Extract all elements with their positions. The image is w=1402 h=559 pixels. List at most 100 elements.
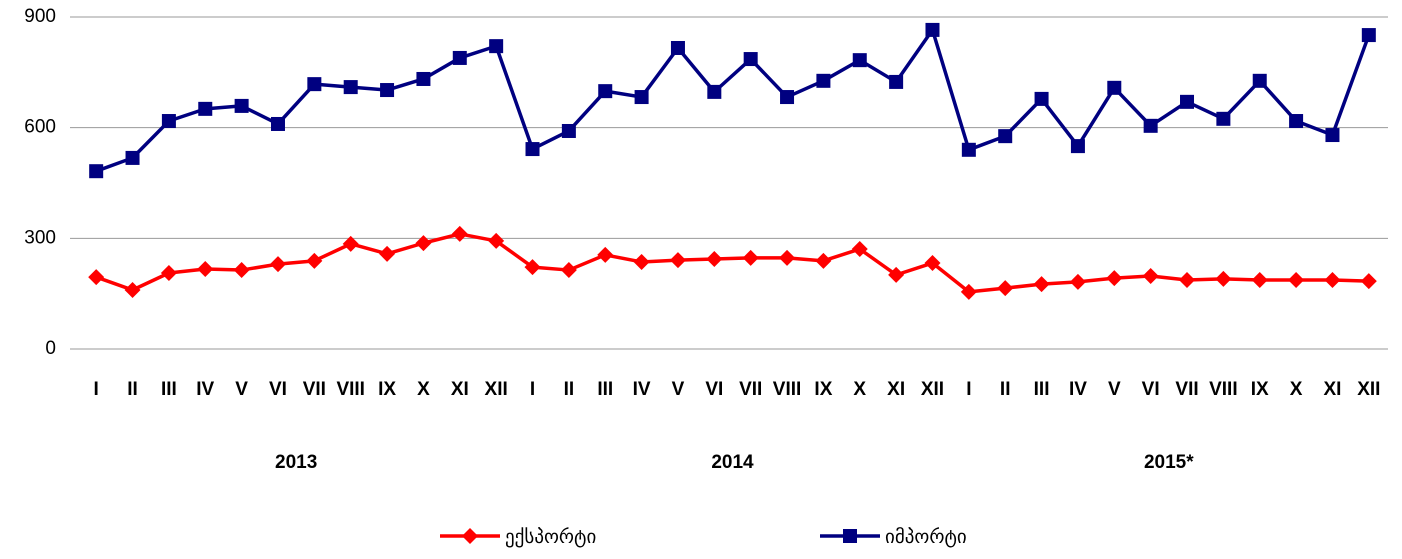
marker <box>307 77 322 92</box>
x-tick-label: III <box>161 379 177 400</box>
marker <box>851 241 868 258</box>
marker <box>161 114 176 129</box>
x-tick-label: VII <box>739 379 762 400</box>
x-tick-label: II <box>564 379 575 400</box>
marker <box>816 73 831 88</box>
group-label: 2014 <box>711 452 754 473</box>
legend-label: იმპორტი <box>885 527 967 548</box>
marker <box>997 280 1014 297</box>
x-tick-label: X <box>1290 379 1303 400</box>
marker <box>234 98 249 113</box>
marker <box>270 116 285 131</box>
x-tick-label: III <box>597 379 613 400</box>
marker <box>889 74 904 89</box>
marker <box>416 71 431 86</box>
series-line <box>95 232 1369 294</box>
x-tick-label: VI <box>705 379 723 400</box>
x-tick-label: IV <box>633 379 651 400</box>
marker <box>452 50 467 65</box>
marker <box>779 249 796 266</box>
marker <box>560 262 577 279</box>
marker <box>597 246 614 263</box>
marker <box>742 249 759 266</box>
marker <box>1289 114 1304 129</box>
marker <box>525 142 540 157</box>
x-tick-label: XII <box>921 379 944 400</box>
marker <box>1216 111 1231 126</box>
x-tick-label: II <box>1000 379 1011 400</box>
marker <box>1106 270 1123 287</box>
marker <box>852 53 867 68</box>
marker <box>462 528 478 544</box>
marker <box>780 90 795 105</box>
marker <box>1288 272 1305 289</box>
marker <box>342 235 359 252</box>
marker <box>124 281 141 298</box>
marker <box>197 260 214 277</box>
x-tick-label: XII <box>485 379 508 400</box>
marker <box>269 256 286 273</box>
marker <box>960 283 977 300</box>
x-tick-label: VI <box>269 379 287 400</box>
x-tick-label: VII <box>303 379 326 400</box>
marker <box>198 101 213 116</box>
marker <box>380 83 395 98</box>
marker <box>1180 94 1195 109</box>
marker <box>1252 73 1267 88</box>
x-tick-label: IX <box>1251 379 1269 400</box>
x-tick-label: VII <box>1175 379 1198 400</box>
marker <box>451 225 468 242</box>
legend-label: ექსპორტი <box>505 527 596 548</box>
x-tick-label: XII <box>1357 379 1380 400</box>
marker <box>669 252 686 269</box>
marker <box>160 265 177 282</box>
marker <box>1325 128 1340 143</box>
marker <box>233 262 250 279</box>
marker <box>1360 273 1377 290</box>
series-line <box>95 28 1371 173</box>
marker <box>561 123 576 138</box>
marker <box>1324 272 1341 289</box>
marker <box>1215 270 1232 287</box>
marker <box>1143 118 1158 133</box>
marker <box>1179 272 1196 289</box>
x-tick-label: I <box>530 379 535 400</box>
marker <box>1251 272 1268 289</box>
x-tick-label: V <box>1108 379 1121 400</box>
marker <box>89 164 104 179</box>
x-tick-label: XI <box>451 379 469 400</box>
marker <box>88 269 105 286</box>
marker <box>598 84 613 99</box>
marker <box>961 142 976 157</box>
y-tick-label: 900 <box>24 6 56 27</box>
x-tick-label: IV <box>196 379 214 400</box>
x-tick-label: VI <box>1142 379 1160 400</box>
marker <box>743 52 758 67</box>
x-tick-label: VIII <box>773 379 802 400</box>
x-tick-label: V <box>235 379 248 400</box>
x-tick-label: VIII <box>336 379 365 400</box>
marker <box>1070 139 1085 154</box>
group-label: 2013 <box>275 452 317 473</box>
marker <box>925 22 940 37</box>
marker <box>1142 267 1159 284</box>
x-tick-label: V <box>672 379 685 400</box>
marker <box>343 80 358 95</box>
x-tick-label: II <box>127 379 138 400</box>
marker <box>670 40 685 55</box>
marker <box>1107 80 1122 95</box>
marker <box>306 252 323 269</box>
x-tick-label: IV <box>1069 379 1087 400</box>
y-tick-label: 0 <box>45 338 56 359</box>
marker <box>125 150 140 165</box>
y-tick-label: 300 <box>24 227 56 248</box>
marker <box>1033 276 1050 293</box>
x-tick-label: XI <box>1323 379 1341 400</box>
x-tick-label: VIII <box>1209 379 1238 400</box>
marker <box>998 129 1013 144</box>
x-tick-label: IX <box>814 379 832 400</box>
marker <box>488 232 505 249</box>
marker <box>888 266 905 283</box>
marker <box>707 84 722 99</box>
